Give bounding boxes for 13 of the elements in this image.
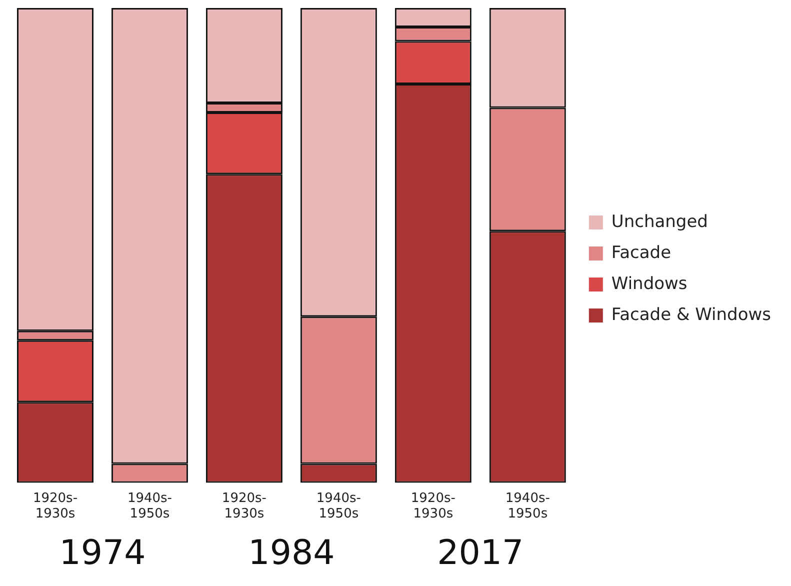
x-tick-label: 1940s-1950s xyxy=(505,490,550,522)
x-tick-label: 1940s-1950s xyxy=(316,490,362,522)
legend-label: Unchanged xyxy=(611,212,708,232)
x-tick-label: 1920s-1930s xyxy=(32,490,78,522)
x-tick-label: 1920s-1930s xyxy=(222,490,267,522)
text: 2017 xyxy=(437,532,524,573)
text: 1974 xyxy=(59,532,146,573)
legend-label: Facade & Windows xyxy=(611,304,772,325)
legend-label: Windows xyxy=(611,274,688,294)
x-tick-label: 1940s-1950s xyxy=(127,490,172,522)
text: 1984 xyxy=(248,532,335,573)
x-tick-label: 1920s-1930s xyxy=(410,490,456,522)
legend-label: Facade xyxy=(611,242,672,263)
